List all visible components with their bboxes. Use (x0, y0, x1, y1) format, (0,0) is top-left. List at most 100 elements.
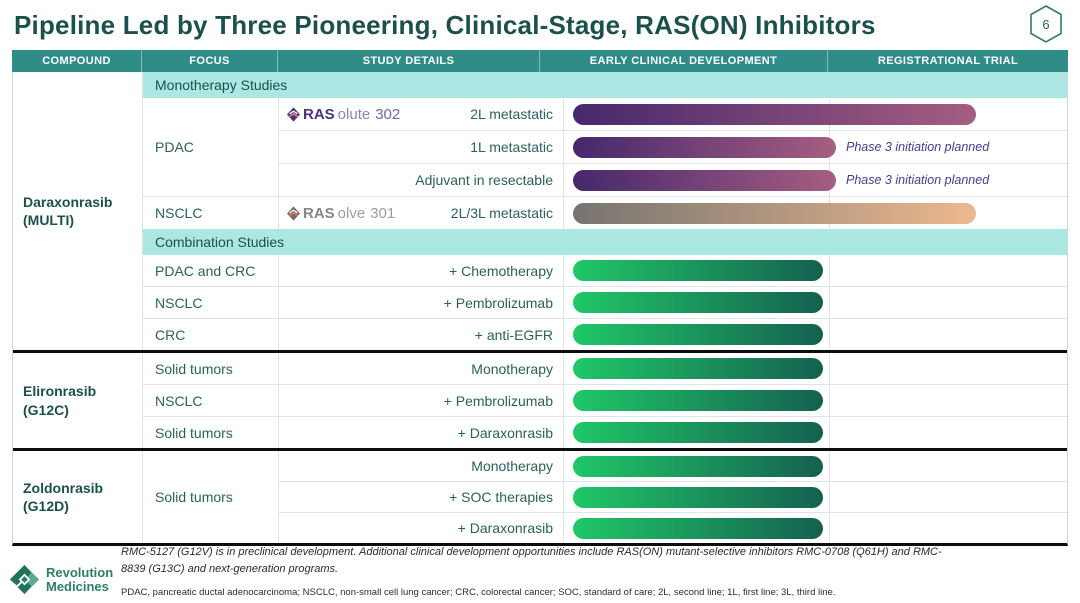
study-label: Monotherapy (471, 360, 553, 377)
hexagon-icon (1030, 5, 1062, 43)
table-body: Daraxonrasib (MULTI) Monotherapy Studies… (12, 72, 1068, 546)
trial-name-bold: RAS (303, 204, 335, 222)
rasolve-301-logo: RAS olve 301 (287, 205, 395, 222)
study-label: 2L/3L metastatic (450, 205, 553, 221)
focus-cell: PDAC and CRC (143, 255, 279, 286)
compound-name: Daraxonrasib (23, 193, 113, 210)
study-label: + Daraxonrasib (457, 520, 553, 536)
study-label: + Chemotherapy (449, 262, 553, 279)
abbreviations-footnote: PDAC, pancreatic ductal adenocarcinoma; … (121, 587, 836, 598)
study-label: + SOC therapies (449, 489, 553, 505)
progress-bar-green (573, 422, 823, 443)
bar-area (564, 353, 1067, 384)
page-title: Pipeline Led by Three Pioneering, Clinic… (14, 10, 876, 40)
compound-gene: (MULTI) (23, 212, 75, 228)
zoldon-row-cluster: Solid tumors Monotherapy + SOC therapies (143, 451, 1067, 543)
progress-bar-graytan-long (573, 202, 976, 224)
table-row-2l-metastatic: RAS olute 302 2L metastatic (279, 98, 1067, 130)
column-header-compound: COMPOUND (12, 50, 142, 72)
compound-gene: (G12C) (23, 401, 69, 418)
group-separator (13, 448, 1067, 451)
bar-area (564, 482, 1067, 512)
study-label: Adjuvant in resectable (415, 172, 553, 188)
bar-area: Phase 3 initiation planned (564, 164, 1067, 196)
trial-name-rest: olve (337, 204, 366, 222)
study-label: 1L metastatic (470, 139, 553, 155)
focus-cell-solid-tumors: Solid tumors (143, 451, 279, 543)
pdac-row-cluster: PDAC (143, 98, 1067, 196)
table-row-nsclc-2l3l: NSCLC RAS olve 301 2L/3L metastatic (143, 196, 1067, 229)
compound-gene: (G12D) (23, 498, 69, 514)
focus-cell: Solid tumors (143, 353, 279, 384)
focus-cell: Solid tumors (143, 417, 279, 448)
progress-bar-green (573, 390, 823, 411)
group-elironrasib: Elironrasib (G12C) Solid tumors Monother… (13, 353, 1067, 448)
focus-cell: CRC (143, 319, 279, 350)
bar-area (564, 417, 1067, 448)
study-label: + Pembrolizumab (443, 294, 553, 311)
table-row-pembrolizumab: NSCLC + Pembrolizumab (143, 286, 1067, 318)
band-combination-studies: Combination Studies (143, 229, 1067, 255)
bar-area (564, 98, 1067, 130)
focus-cell-pdac: PDAC (143, 98, 279, 196)
study-label: + Daraxonrasib (457, 424, 553, 441)
rasolute-diamond-icon (287, 106, 300, 122)
registrational-note: Phase 3 initiation planned (846, 140, 990, 154)
column-header-study-details: STUDY DETAILS (278, 50, 540, 72)
bar-area: Phase 3 initiation planned (564, 131, 1067, 163)
progress-bar-green (573, 358, 823, 379)
progress-bar-green (573, 455, 823, 477)
revolution-medicines-diamond-icon (9, 564, 40, 595)
group-daraxonrasib: Daraxonrasib (MULTI) Monotherapy Studies… (13, 72, 1067, 350)
registrational-note: Phase 3 initiation planned (846, 173, 990, 187)
table-header-row: COMPOUND FOCUS STUDY DETAILS EARLY CLINI… (12, 50, 1068, 72)
bar-area (564, 287, 1067, 318)
page-number: 6 (1042, 16, 1050, 32)
progress-bar-green (573, 292, 823, 313)
column-header-focus: FOCUS (142, 50, 278, 72)
table-row-chemotherapy: PDAC and CRC + Chemotherapy (143, 255, 1067, 286)
study-label: + anti-EGFR (474, 326, 553, 343)
table-row-eliron-daraxonrasib: Solid tumors + Daraxonrasib (143, 416, 1067, 448)
progress-bar-green (573, 260, 823, 281)
table-row-zoldon-soc: + SOC therapies (279, 481, 1067, 512)
compound-cell-daraxonrasib: Daraxonrasib (MULTI) (13, 72, 143, 350)
logo-text-line2: Medicines (46, 578, 109, 594)
table-row-eliron-pembrolizumab: NSCLC + Pembrolizumab (143, 384, 1067, 416)
study-label: + Pembrolizumab (443, 392, 553, 409)
progress-bar-purple (573, 136, 836, 158)
band-monotherapy-studies: Monotherapy Studies (143, 72, 1067, 98)
logo-text-line1: Revolution (46, 564, 114, 580)
table-row-1l-metastatic: 1L metastatic Phase 3 initiation planned (279, 130, 1067, 163)
preclinical-footnote: RMC-5127 (G12V) is in preclinical develo… (121, 546, 942, 575)
table-row-zoldon-daraxonrasib: + Daraxonrasib (279, 512, 1067, 543)
compound-cell-zoldonrasib: Zoldonrasib (G12D) (13, 451, 143, 543)
progress-bar-green (573, 517, 823, 539)
trial-number: 301 (370, 204, 396, 222)
group-separator (13, 350, 1067, 353)
bar-area (564, 385, 1067, 416)
bar-area (564, 451, 1067, 481)
bar-area (564, 197, 1067, 229)
study-label: 2L metastatic (470, 106, 553, 122)
bar-area (564, 319, 1067, 350)
column-header-registrational-trial: REGISTRATIONAL TRIAL (877, 55, 1019, 67)
rasolve-diamond-icon (287, 205, 300, 221)
revolution-medicines-logo: Revolution Medicines (8, 563, 113, 596)
group-zoldonrasib: Zoldonrasib (G12D) Solid tumors Monother… (13, 451, 1067, 543)
progress-bar-green (573, 324, 823, 345)
table-row-eliron-monotherapy: Solid tumors Monotherapy (143, 353, 1067, 384)
compound-name: Zoldonrasib (23, 479, 104, 496)
table-row-anti-egfr: CRC + anti-EGFR (143, 318, 1067, 350)
bar-area (564, 255, 1067, 286)
table-row-zoldon-monotherapy: Monotherapy (279, 451, 1067, 481)
focus-cell: NSCLC (143, 287, 279, 318)
progress-bar-green (573, 486, 823, 508)
trial-number: 302 (375, 105, 401, 123)
page-number-badge: 6 (1028, 4, 1064, 44)
compound-name: Elironrasib (23, 383, 97, 400)
progress-bar-purple (573, 169, 836, 191)
trial-name-bold: RAS (303, 105, 335, 123)
focus-cell-nsclc: NSCLC (143, 197, 279, 229)
